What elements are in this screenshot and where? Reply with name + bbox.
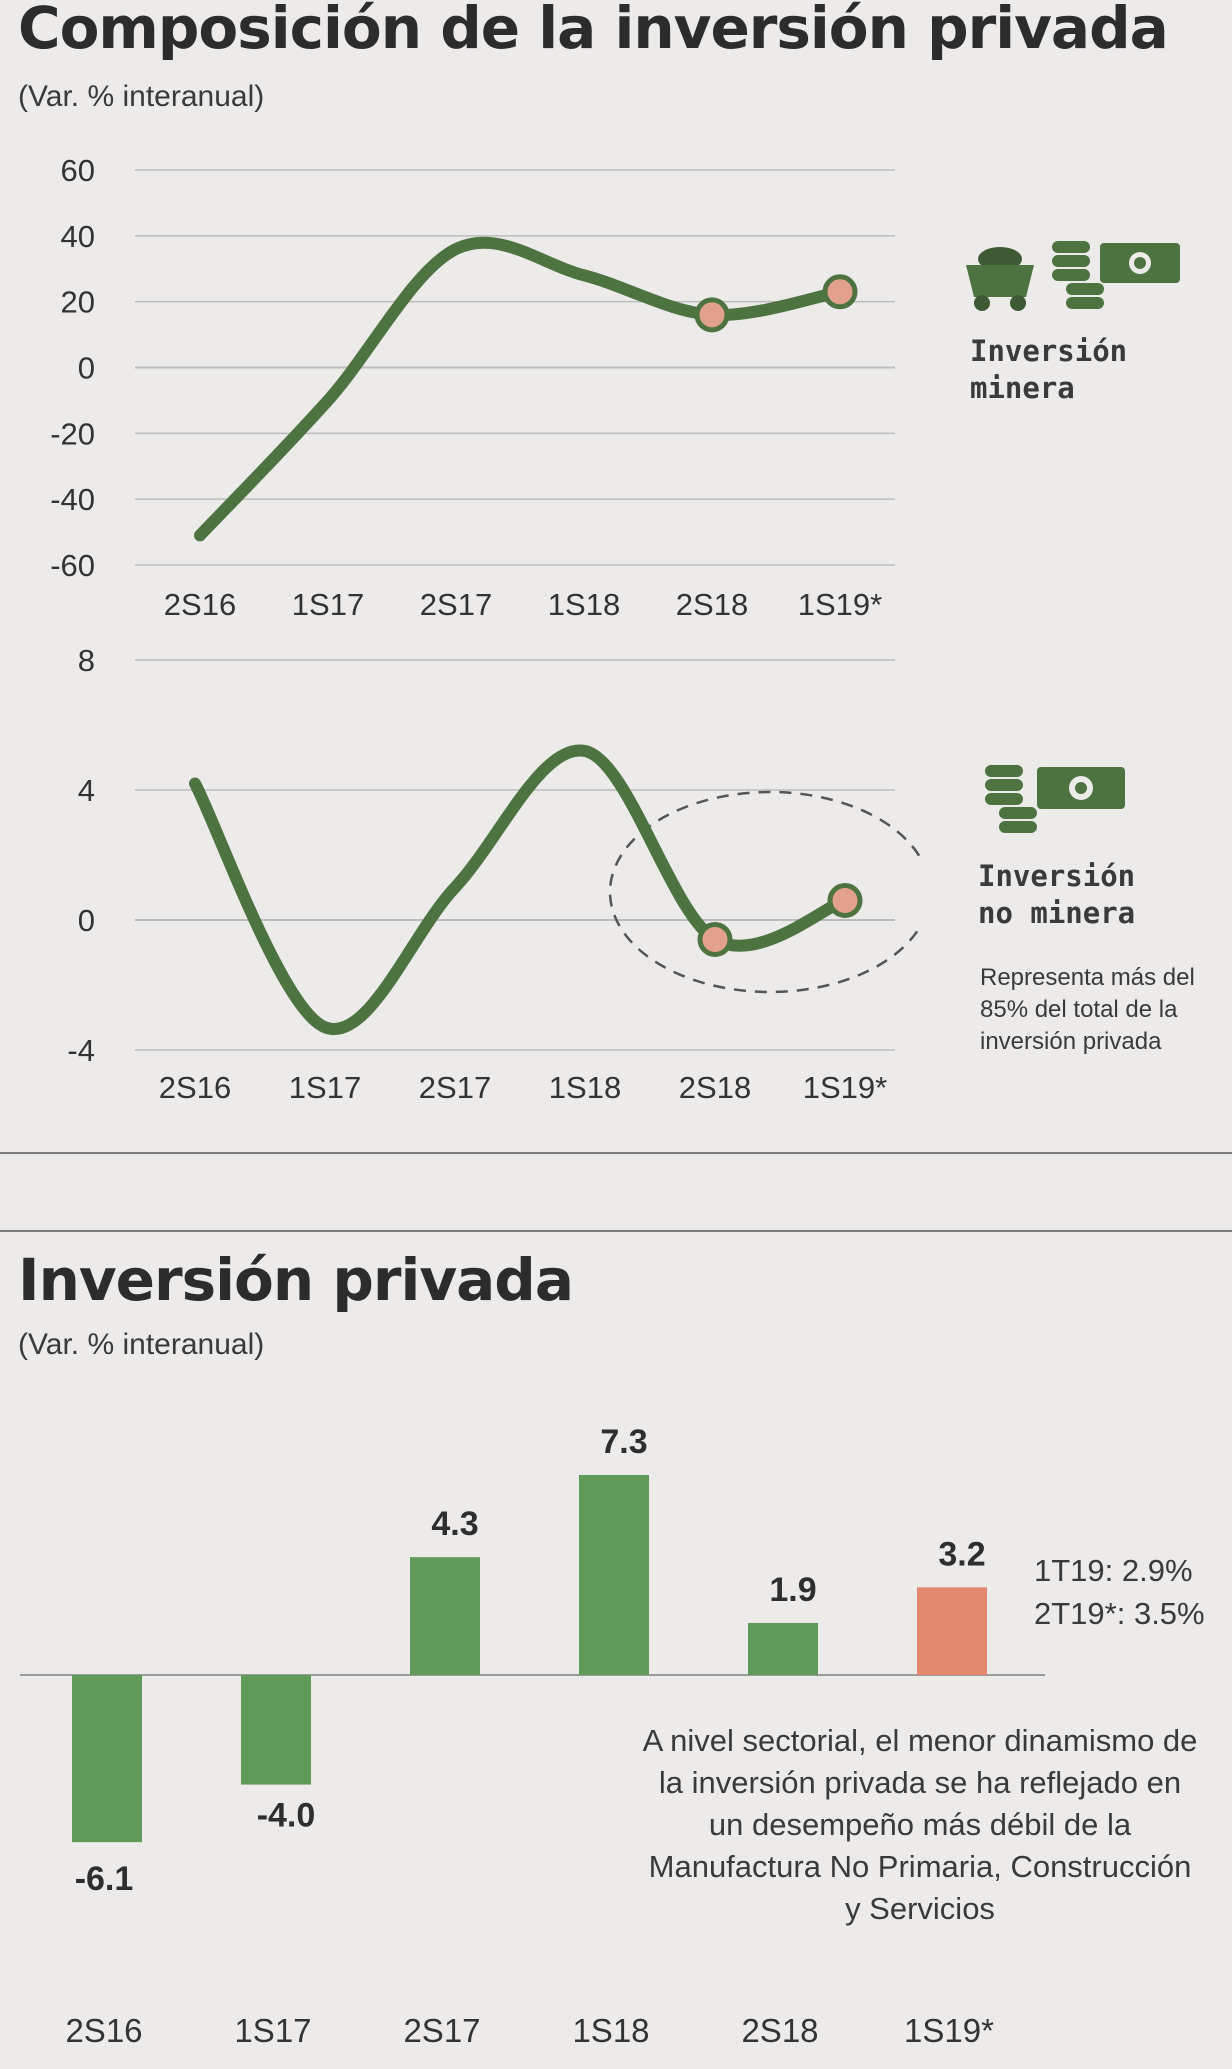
y-tick-label: -20 [50,416,95,451]
data-label: 7.3 [600,1423,647,1461]
series-line [194,236,846,542]
divider [0,1152,1232,1154]
x-tick-label: 1S18 [572,2012,649,2049]
coins-icon [985,765,1037,833]
x-tick-label: 1S19* [904,2012,994,2049]
y-tick-label: -60 [50,548,95,583]
data-point [822,274,858,310]
x-tick-label: 1S19* [798,587,882,620]
mining-investment-chart: 60 40 20 0 -20 -40 -60 2S16 1S17 2S17 1S18 2S18 1S19… [50,153,895,620]
x-tick-label: 1S18 [549,1070,621,1100]
x-tick-label: 2S16 [65,2012,142,2049]
banknote-icon [1100,243,1180,283]
non-mining-legend-title: Inversión no minera [978,859,1136,930]
y-tick-label: 4 [78,773,95,808]
mining-cart-icon [966,247,1034,311]
y-tick-label: 0 [78,351,95,386]
coins-icon [1052,241,1104,309]
quarter-note: 1T19: 2.9% [1034,1553,1193,1588]
bar [917,1587,987,1675]
bar [410,1557,480,1675]
y-tick-label: 60 [61,153,95,188]
x-tick-label: 2S17 [403,2012,480,2049]
x-tick-label: 1S17 [289,1070,361,1100]
data-point [694,297,730,333]
data-point [827,883,863,918]
private-title: Inversión privada [18,1246,574,1314]
y-tick-label: 8 [78,643,95,678]
x-tick-label: 1S19* [803,1070,887,1100]
data-point [697,922,733,957]
x-tick-label: 1S17 [234,2012,311,2049]
highlight-circle [608,790,920,994]
bar [748,1622,818,1675]
composition-subtitle: (Var. % interanual) [18,80,265,113]
data-label: -6.1 [75,1860,134,1898]
y-tick-label: 20 [61,285,95,320]
x-tick-label: 2S17 [419,1070,491,1100]
quarter-note: 2T19*: 3.5% [1034,1596,1205,1631]
x-tick-label: 2S17 [420,587,492,620]
x-tick-label: 2S18 [676,587,748,620]
x-tick-label: 2S18 [741,2012,818,2049]
x-tick-label: 2S16 [164,587,236,620]
private-subtitle: (Var. % interanual) [18,1328,265,1361]
data-label: 3.2 [938,1535,985,1573]
data-label: 4.3 [431,1505,478,1543]
mining-icons [966,241,1180,311]
y-tick-label: 0 [78,903,95,938]
non-mining-icons [985,765,1125,833]
x-tick-label: 1S18 [548,587,620,620]
data-label: -4.0 [257,1797,316,1835]
data-label: 1.9 [769,1571,816,1609]
sector-note: A nivel sectorial, el menor dinamismo de… [642,1723,1198,1926]
y-tick-label: -4 [67,1033,95,1068]
y-tick-label: -40 [50,482,95,517]
y-tick-label: 40 [61,219,95,254]
mining-legend-title: Inversión minera [970,334,1128,405]
private-investment-bar-chart: -6.1 2S16 -4.0 1S17 4.3 2S17 7.3 1S18 1.9 2S18 3.2… [20,1423,1045,2049]
non-mining-investment-chart: 8 4 0 -4 2S16 1S17 2S17 1S18 2S18 1S19* [67,643,920,1100]
non-mining-legend-note: Representa más del 85% del total de la i… [980,964,1195,1055]
composition-title: Composición de la inversión privada [18,0,1169,62]
banknote-icon [1037,767,1125,809]
bar [241,1675,311,1785]
divider [0,1230,1232,1232]
x-tick-label: 2S16 [159,1070,231,1100]
x-tick-label: 2S18 [679,1070,751,1100]
x-tick-label: 1S17 [292,587,364,620]
bar [72,1675,142,1843]
bar [579,1474,649,1675]
